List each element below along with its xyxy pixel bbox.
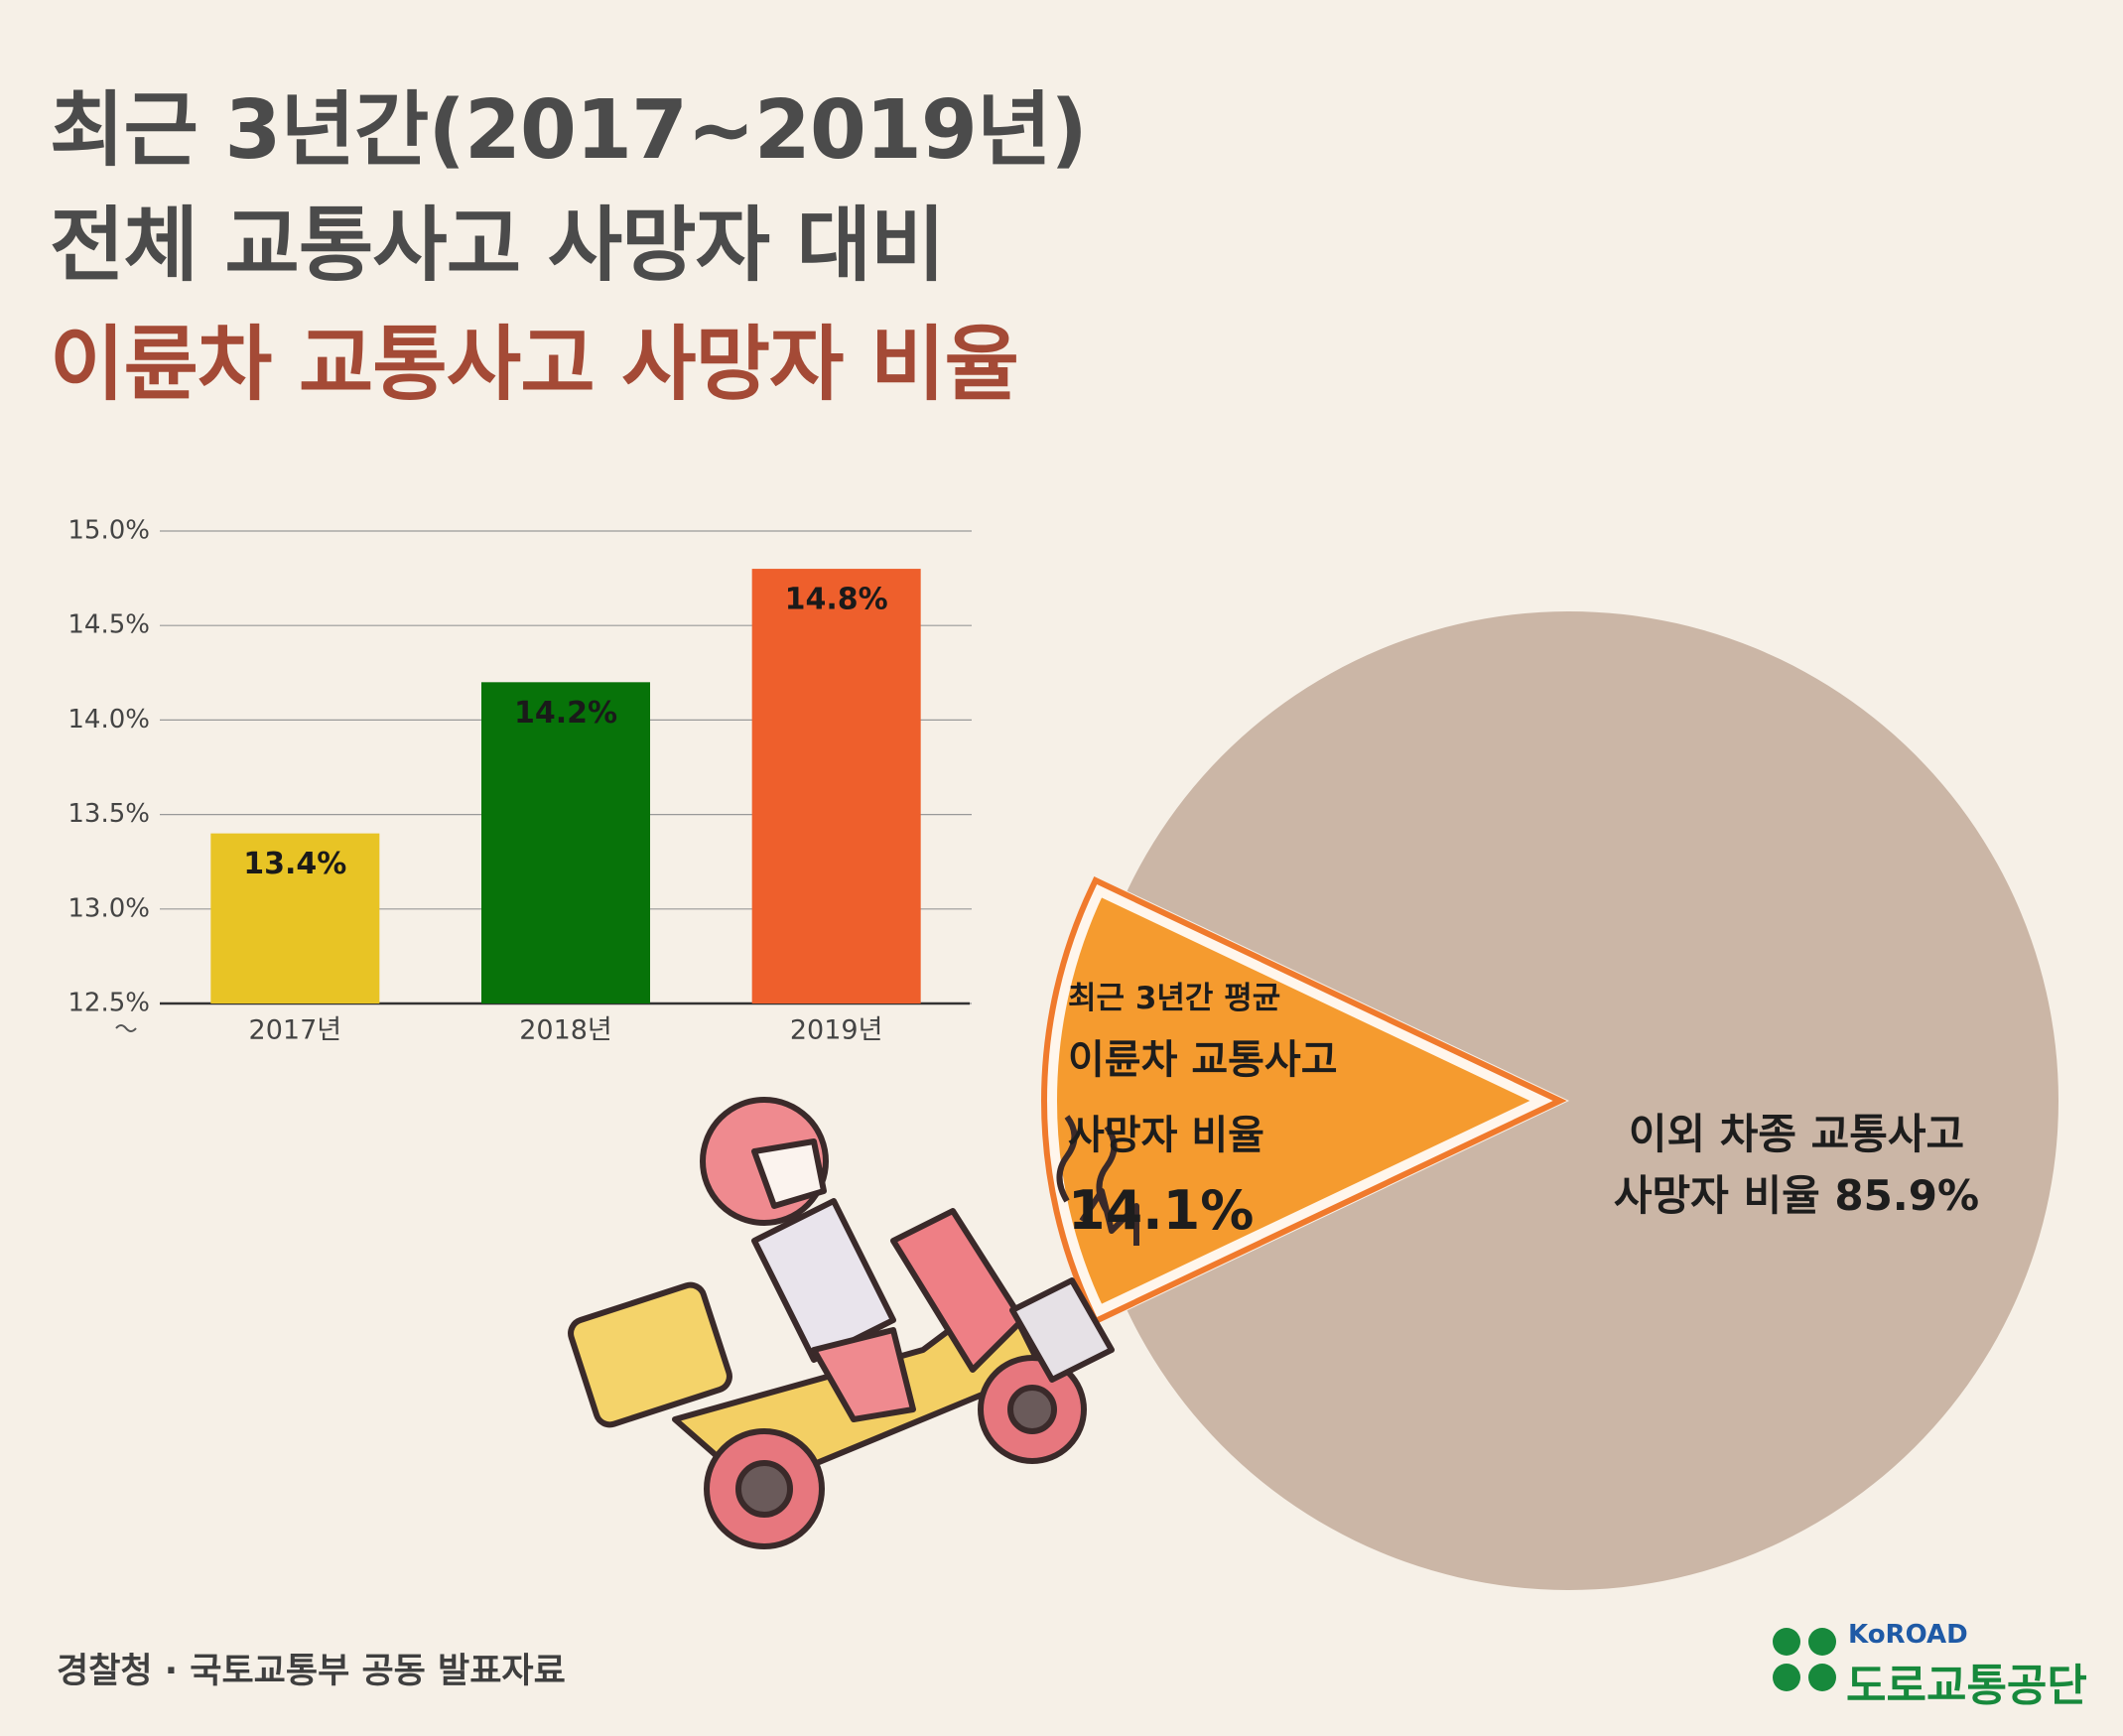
logo-en: KoROAD <box>1848 1620 1968 1650</box>
bar <box>751 569 921 1003</box>
source: 경찰청 · 국토교통부 공동 발표자료 <box>57 1652 566 1691</box>
bar-chart: 12.5% 13.0% 13.5% 14.0% 14.5% 15.0% 13.4% 2017년… <box>67 516 972 1046</box>
pie-annotation: 최근 3년간 평균 <box>1068 981 1281 1016</box>
title-line: 이륜차 교통사고 사망자 비율 <box>50 318 1019 412</box>
logo-ko: 도로교통공단 <box>1846 1661 2087 1711</box>
y-tick-label: 13.5% <box>67 799 150 829</box>
value-label: 14.8% <box>785 583 888 617</box>
pie-chart <box>1040 611 2058 1590</box>
value-label: 13.4% <box>243 847 346 881</box>
bar <box>210 833 380 1003</box>
y-tick-label: 13.0% <box>67 893 150 923</box>
pie-label: 이륜차 교통사고 사망자 비율 14.1% <box>1068 1022 1460 1254</box>
title-line: 최근 3년간(2017~2019년) <box>50 83 1088 178</box>
pie-category: 이륜차 교통사고 사망자 비율 <box>1068 1037 1338 1158</box>
value-label: 14.2% <box>514 696 617 731</box>
title-line: 전체 교통사고 사망자 대비 <box>50 199 945 293</box>
pie-slice <box>1127 611 2058 1590</box>
pie-category: 이외 차종 교통사고 사망자 비율 <box>1613 1110 1965 1220</box>
x-tick-label: 2018년 <box>519 1015 612 1046</box>
pie-label: 이외 차종 교통사고 사망자 비율 85.9% <box>1608 1104 1985 1227</box>
y-tick-label: 15.0% <box>67 516 150 546</box>
axis-break <box>115 1024 137 1032</box>
scooter-illustration <box>568 1097 1139 1549</box>
pie-slice <box>1046 884 1553 1317</box>
y-tick-label: 14.5% <box>67 610 150 640</box>
pie-value-label: 14.1% <box>1068 1179 1255 1242</box>
x-tick-label: 2017년 <box>249 1015 342 1046</box>
pie-value-label: 85.9% <box>1834 1171 1980 1220</box>
y-tick-label: 14.0% <box>67 705 150 734</box>
y-tick-label: 12.5% <box>67 989 150 1018</box>
logo-icon <box>1773 1628 1836 1691</box>
bar <box>481 682 650 1003</box>
x-tick-label: 2019년 <box>790 1015 883 1046</box>
